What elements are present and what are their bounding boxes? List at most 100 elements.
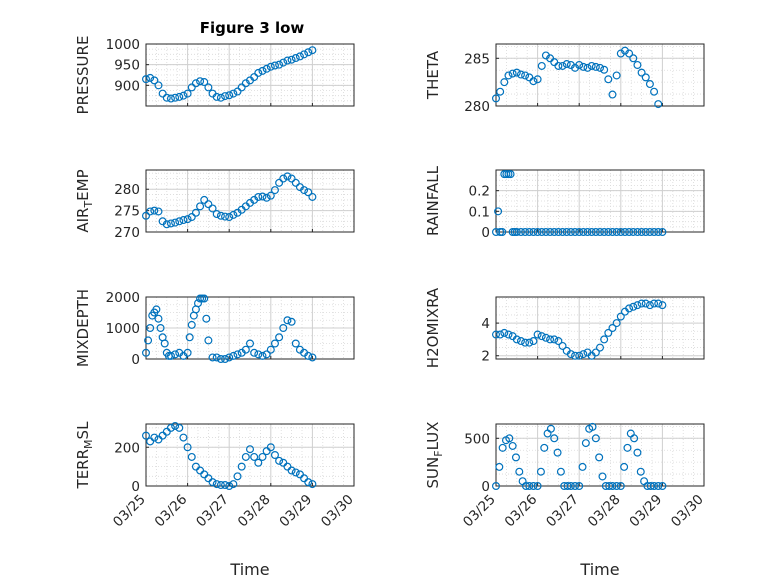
data-point bbox=[275, 60, 284, 69]
data-point bbox=[175, 423, 184, 432]
data-point bbox=[546, 335, 555, 344]
data-point bbox=[550, 434, 559, 443]
y-tick-label: 500 bbox=[464, 431, 490, 447]
data-point bbox=[625, 49, 634, 58]
y-axis-label: TERRMSL bbox=[74, 421, 95, 490]
data-point bbox=[187, 213, 196, 222]
data-point bbox=[171, 421, 180, 430]
data-point bbox=[575, 228, 584, 237]
data-point bbox=[291, 468, 300, 477]
y-tick-label: 950 bbox=[114, 58, 140, 74]
minor-grid bbox=[496, 44, 704, 106]
data-point bbox=[595, 228, 604, 237]
data-point bbox=[550, 335, 559, 344]
subplot-airtemp: 270 275 280 AIRTEMP bbox=[74, 169, 355, 241]
data-point bbox=[554, 228, 563, 237]
data-point bbox=[275, 456, 284, 465]
data-point bbox=[237, 83, 246, 92]
data-point bbox=[629, 302, 638, 311]
x-tick-label: 03/25 bbox=[110, 492, 149, 531]
data-point bbox=[529, 337, 538, 346]
data-point bbox=[150, 433, 159, 442]
data-point bbox=[221, 355, 230, 364]
y-axis-label: PRESSURE bbox=[74, 36, 92, 115]
x-tick-label: 03/26 bbox=[152, 492, 191, 531]
data-point bbox=[204, 336, 213, 345]
axes-box bbox=[495, 43, 705, 107]
data-point bbox=[604, 228, 613, 237]
data-point bbox=[229, 89, 238, 98]
data-point bbox=[171, 218, 180, 227]
x-tick-label: 03/25 bbox=[460, 492, 499, 531]
data-point bbox=[521, 228, 530, 237]
data-point bbox=[625, 228, 634, 237]
data-point bbox=[279, 324, 288, 333]
subplot-rainfall: 0 0.1 0.2 RAINFALL bbox=[424, 165, 705, 241]
data-point bbox=[558, 341, 567, 350]
data-point bbox=[266, 345, 275, 354]
data-point bbox=[591, 348, 600, 357]
data-point bbox=[537, 228, 546, 237]
y-tick-label: 0.1 bbox=[469, 204, 490, 220]
data-point bbox=[287, 466, 296, 475]
data-point bbox=[537, 332, 546, 341]
data-point bbox=[604, 75, 613, 84]
data-point bbox=[598, 472, 607, 481]
data-point bbox=[266, 62, 275, 71]
data-point bbox=[566, 350, 575, 359]
data-point bbox=[156, 324, 165, 333]
data-point bbox=[516, 337, 525, 346]
major-grid bbox=[496, 170, 704, 232]
data-point bbox=[654, 299, 663, 308]
y-axis-label: H2OMIXRA bbox=[424, 287, 442, 368]
data-point bbox=[566, 482, 575, 491]
data-point bbox=[262, 193, 271, 202]
data-point bbox=[183, 215, 192, 224]
y-tick-label: 200 bbox=[114, 440, 140, 456]
series-markers bbox=[492, 299, 667, 360]
y-tick-label: 0 bbox=[481, 479, 490, 495]
data-point bbox=[221, 212, 230, 221]
data-point bbox=[512, 68, 521, 77]
minor-grid bbox=[146, 44, 354, 106]
data-point bbox=[637, 299, 646, 308]
data-point bbox=[254, 458, 263, 467]
data-point bbox=[500, 78, 509, 87]
y-tick-label: 2000 bbox=[106, 290, 140, 306]
data-point bbox=[571, 351, 580, 360]
data-point bbox=[650, 482, 659, 491]
subplot-sunflux: 0 500 SUNFLUX 03/25 03/26 03/27 03/28 03/29 03/3… bbox=[424, 422, 707, 579]
data-point bbox=[308, 192, 317, 201]
data-point bbox=[508, 441, 517, 450]
data-point bbox=[629, 54, 638, 63]
series-markers bbox=[492, 422, 667, 491]
data-point bbox=[575, 60, 584, 69]
data-point bbox=[588, 422, 597, 431]
data-point bbox=[144, 336, 153, 345]
data-point bbox=[262, 64, 271, 73]
data-point bbox=[241, 345, 250, 354]
data-point bbox=[208, 204, 217, 213]
x-tick-label: 03/29 bbox=[626, 492, 665, 531]
major-grid bbox=[146, 170, 354, 232]
data-point bbox=[525, 338, 534, 347]
y-tick-label: 0.2 bbox=[469, 184, 490, 200]
minor-grid bbox=[146, 170, 354, 232]
data-point bbox=[158, 89, 167, 98]
minor-grid bbox=[146, 424, 354, 486]
data-point bbox=[154, 207, 163, 216]
data-point bbox=[546, 228, 555, 237]
series-markers bbox=[142, 172, 317, 229]
y-tick-label: 1000 bbox=[106, 321, 140, 337]
data-point bbox=[152, 305, 161, 314]
y-tick-label: 900 bbox=[114, 78, 140, 94]
data-point bbox=[154, 81, 163, 90]
data-point bbox=[553, 448, 562, 457]
data-point bbox=[304, 478, 313, 487]
data-point bbox=[578, 462, 587, 471]
axes-box bbox=[495, 423, 705, 487]
data-point bbox=[608, 90, 617, 99]
data-point bbox=[212, 480, 221, 489]
data-point bbox=[275, 178, 284, 187]
data-point bbox=[279, 58, 288, 67]
